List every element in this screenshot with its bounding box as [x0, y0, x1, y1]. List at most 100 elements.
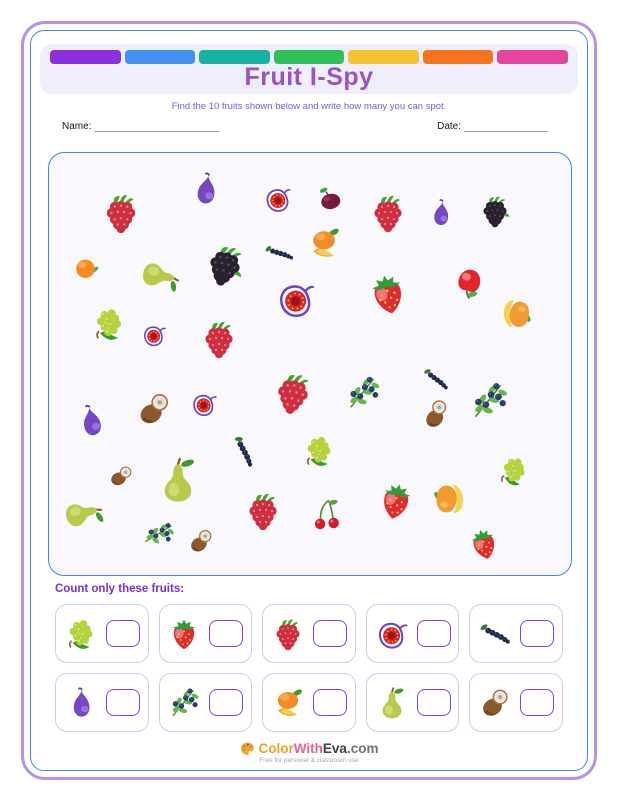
pear-icon	[375, 686, 409, 720]
answer-box-pear[interactable]	[416, 689, 451, 716]
count-card-currant	[469, 604, 563, 663]
figcut-icon	[375, 617, 409, 651]
footer-brand: ColorWithEva.com	[240, 741, 379, 756]
fields-row: Name: Date:	[62, 121, 548, 132]
count-card-coconut	[469, 673, 563, 732]
fruit-mango	[306, 225, 342, 261]
fruit-strawberry	[372, 477, 419, 524]
coconut-icon	[478, 686, 512, 720]
name-label: Name:	[62, 121, 92, 132]
answer-box-blueberry[interactable]	[209, 689, 244, 716]
date-field: Date:	[437, 121, 548, 132]
fruit-blackberry	[478, 194, 512, 228]
fruit-figcut	[190, 390, 218, 418]
fruit-grapes	[302, 434, 336, 468]
fruit-pear	[154, 456, 202, 504]
answer-box-strawberry[interactable]	[209, 620, 244, 647]
count-card-fig	[55, 673, 149, 732]
fruit-raspberry	[368, 193, 408, 233]
count-card-figcut	[365, 604, 460, 663]
answer-box-figcut[interactable]	[416, 620, 451, 647]
blueberry-icon	[167, 686, 201, 720]
fruit-coconut	[416, 394, 455, 433]
outer-page-border	[21, 21, 597, 780]
brand-part-with: With	[293, 741, 323, 756]
fruit-blackberry	[198, 238, 252, 292]
fruit-orange	[71, 252, 103, 284]
mango-icon	[271, 686, 305, 720]
fruit-raspberry	[100, 192, 142, 234]
answer-box-currant[interactable]	[520, 620, 555, 647]
fruit-plum	[314, 183, 346, 215]
count-card-mango	[262, 673, 356, 732]
brand-part-tld: .com	[346, 741, 379, 756]
date-write-line[interactable]	[464, 121, 548, 132]
fruit-blueberry	[468, 380, 510, 422]
answer-box-fig[interactable]	[105, 689, 140, 716]
puzzle-area	[48, 152, 572, 576]
fruit-figcut	[141, 322, 167, 348]
strawberry-icon	[167, 617, 201, 651]
fruit-currant	[262, 236, 297, 271]
fruit-grapes	[91, 306, 127, 342]
fig-icon	[64, 686, 98, 720]
answer-box-mango[interactable]	[312, 689, 347, 716]
fruit-coconut	[187, 527, 215, 555]
fruit-peach	[497, 295, 536, 334]
fruit-raspberry	[268, 368, 319, 419]
count-card-pear	[365, 673, 460, 732]
raspberry-icon	[271, 617, 305, 651]
fruit-peach	[430, 479, 468, 517]
fruit-blueberry	[138, 513, 179, 554]
grapes-icon	[64, 617, 98, 651]
rainbow-segment-7	[497, 50, 569, 64]
rainbow-segment-2	[124, 50, 196, 64]
rainbow-segment-5	[348, 50, 419, 64]
rainbow-segment-4	[273, 50, 345, 64]
fruit-blueberry	[344, 374, 382, 412]
answer-box-grapes[interactable]	[105, 620, 140, 647]
fruit-coconut	[106, 461, 136, 491]
fruit-fig	[425, 197, 458, 230]
fruit-cherries	[308, 496, 344, 532]
count-grid	[55, 604, 563, 732]
fruit-fig	[186, 169, 227, 210]
brand-part-eva: Eva	[322, 741, 347, 756]
fruit-figcut	[261, 182, 295, 216]
rainbow-segment-6	[422, 50, 494, 64]
fruit-raspberry	[199, 319, 239, 359]
footer-tagline: Free for personal & classroom use	[259, 757, 359, 764]
fruit-apple	[447, 261, 491, 305]
footer: ColorWithEva.com Free for personal & cla…	[0, 741, 618, 764]
instructions-text: Find the 10 fruits shown below and write…	[171, 101, 447, 112]
fruit-grapes	[495, 452, 532, 489]
header: Fruit I-Spy	[40, 44, 578, 94]
rainbow-segment-3	[199, 50, 270, 64]
name-write-line[interactable]	[94, 121, 220, 132]
date-label: Date:	[437, 121, 461, 132]
fruit-currant	[419, 362, 454, 397]
count-card-raspberry	[262, 604, 356, 663]
fruit-strawberry	[463, 523, 505, 565]
brand-part-color: Color	[258, 741, 294, 756]
fruit-strawberry	[362, 268, 414, 320]
fruit-figcut	[273, 276, 319, 322]
currant-icon	[478, 617, 512, 651]
count-card-strawberry	[158, 604, 253, 663]
count-section-label: Count only these fruits:	[55, 583, 185, 595]
inner-page-border	[30, 30, 588, 771]
answer-box-coconut[interactable]	[520, 689, 555, 716]
palette-icon	[240, 741, 255, 756]
rainbow-bar	[50, 50, 569, 64]
fruit-pear	[60, 489, 109, 538]
fruit-coconut	[135, 390, 173, 428]
fruit-raspberry	[243, 491, 283, 531]
name-field: Name:	[62, 121, 220, 132]
count-card-grapes	[55, 604, 149, 663]
fruit-currant	[220, 427, 267, 474]
fruit-fig	[70, 400, 112, 442]
fruit-pear	[138, 253, 184, 299]
page-title: Fruit I-Spy	[244, 63, 374, 91]
count-card-blueberry	[158, 673, 253, 732]
answer-box-raspberry[interactable]	[312, 620, 347, 647]
